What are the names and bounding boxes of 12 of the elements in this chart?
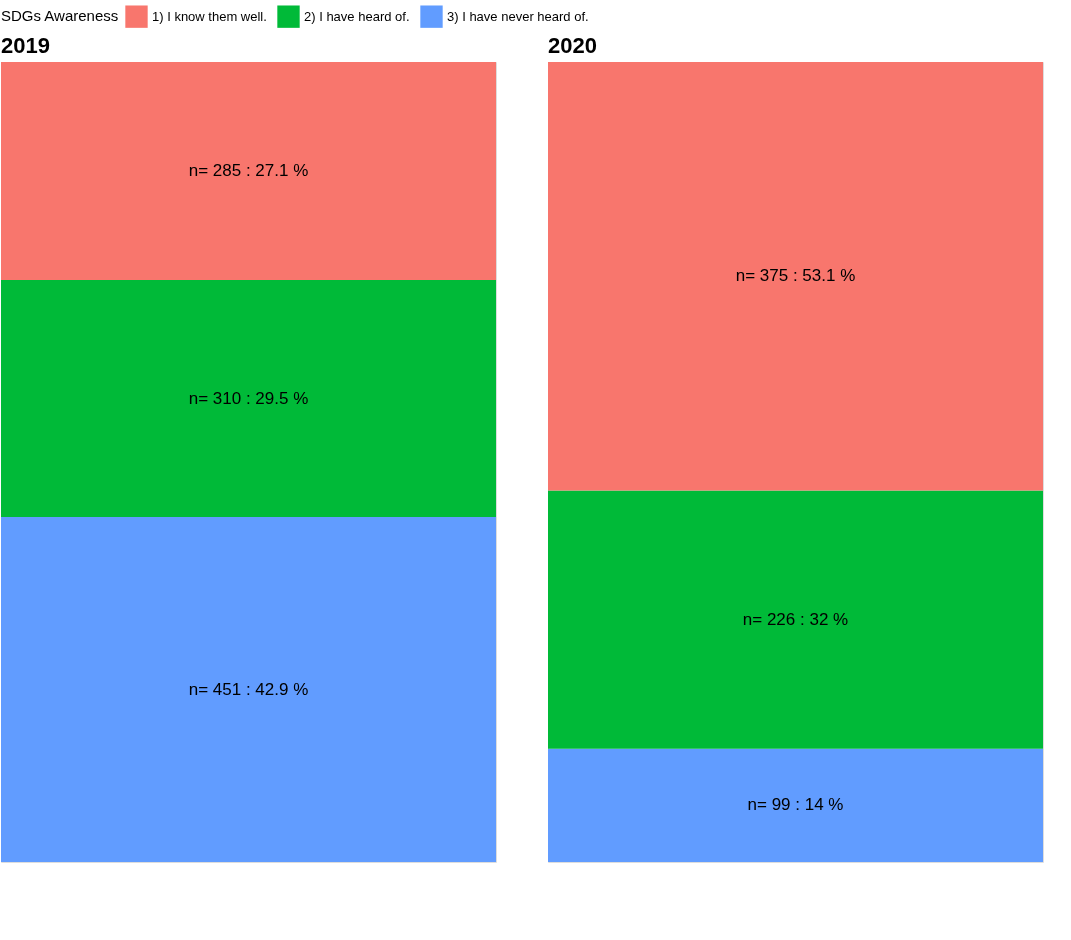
legend-title: SDGs Awareness [1, 7, 119, 24]
legend-label: 2) I have heard of. [304, 8, 410, 24]
chart-title: 2020 [548, 33, 597, 58]
data-label: n= 285 : 27.1 % [188, 160, 309, 180]
chart-title: 2019 [1, 33, 50, 58]
data-label: n= 451 : 42.9 % [188, 679, 309, 699]
legend-label: 3) I have never heard of. [447, 8, 589, 24]
legend-label: 1) I know them well. [152, 8, 267, 24]
data-label: n= 310 : 29.5 % [188, 388, 309, 408]
data-label: n= 226 : 32 % [742, 609, 849, 629]
data-label: n= 99 : 14 % [747, 795, 844, 815]
data-label: n= 375 : 53.1 % [735, 266, 856, 286]
